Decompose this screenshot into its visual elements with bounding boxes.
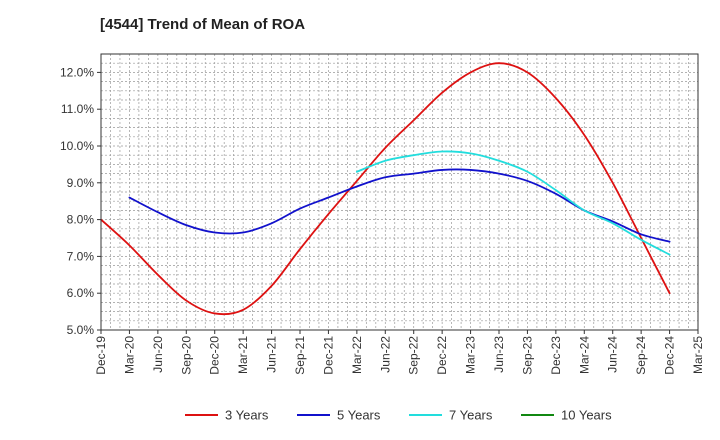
x-tick-label: Mar-24 bbox=[577, 336, 591, 374]
x-tick-label: Dec-24 bbox=[663, 336, 677, 375]
y-tick-label: 7.0% bbox=[67, 249, 95, 263]
x-tick-label: Jun-24 bbox=[606, 336, 620, 373]
x-tick-label: Dec-21 bbox=[321, 336, 335, 375]
y-tick-label: 6.0% bbox=[67, 286, 95, 300]
x-tick-label: Sep-21 bbox=[293, 336, 307, 375]
plot-border bbox=[100, 53, 699, 331]
x-tick-label: Sep-20 bbox=[179, 336, 193, 375]
x-tick-label: Jun-20 bbox=[151, 336, 165, 373]
series-lines bbox=[100, 62, 671, 316]
x-tick-label: Mar-22 bbox=[350, 336, 364, 374]
x-tick-label: Mar-20 bbox=[122, 336, 136, 374]
x-tick-label: Sep-24 bbox=[634, 336, 648, 375]
y-tick-label: 5.0% bbox=[67, 323, 95, 337]
legend: 3 Years 5 Years 7 Years 10 Years bbox=[185, 408, 612, 423]
y-tick-label: 12.0% bbox=[60, 65, 94, 79]
x-tick-label: Jun-21 bbox=[265, 336, 279, 373]
x-tick-label: Mar-23 bbox=[464, 336, 478, 374]
horizontal-gridlines bbox=[101, 62, 698, 322]
legend-label: 10 Years bbox=[561, 408, 612, 423]
series-line-7-years bbox=[355, 150, 671, 256]
y-tick-label: 10.0% bbox=[60, 139, 94, 153]
x-tick-label: Dec-22 bbox=[435, 336, 449, 375]
x-tick-label: Sep-23 bbox=[520, 336, 534, 375]
x-tick-label: Jun-23 bbox=[492, 336, 506, 373]
chart-title: [4544] Trend of Mean of ROA bbox=[100, 16, 305, 33]
x-tick-label: Dec-19 bbox=[94, 336, 108, 375]
legend-label: 7 Years bbox=[449, 408, 493, 423]
series-line-3-years bbox=[100, 62, 671, 316]
x-axis-ticks: Dec-19 Mar-20 Jun-20 Sep-20 Dec-20 Mar-21 Jun-… bbox=[94, 330, 705, 375]
y-tick-label: 8.0% bbox=[67, 213, 95, 227]
x-tick-label: Mar-21 bbox=[236, 336, 250, 374]
x-tick-label: Sep-22 bbox=[407, 336, 421, 375]
x-tick-label: Dec-23 bbox=[549, 336, 563, 375]
y-tick-label: 11.0% bbox=[61, 102, 94, 116]
y-tick-label: 9.0% bbox=[67, 176, 95, 190]
legend-label: 5 Years bbox=[337, 408, 381, 423]
legend-label: 3 Years bbox=[225, 408, 269, 423]
y-axis-ticks: 5.0% 6.0% 7.0% 8.0% 9.0% 10.0% 11.0% 12.0% bbox=[60, 65, 101, 337]
x-tick-label: Jun-22 bbox=[378, 336, 392, 373]
x-tick-label: Mar-25 bbox=[691, 336, 705, 374]
x-tick-label: Dec-20 bbox=[208, 336, 222, 375]
